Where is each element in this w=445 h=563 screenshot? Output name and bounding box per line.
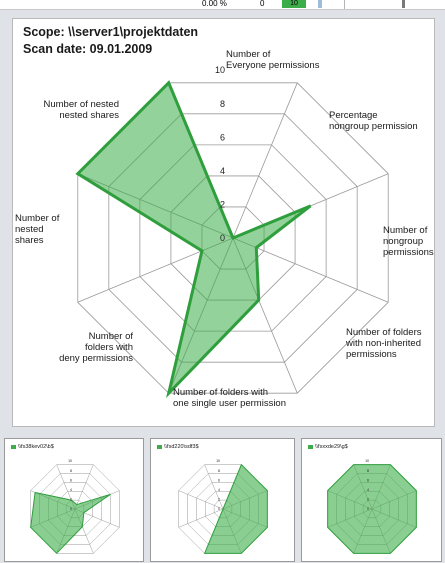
- axis-category-label: Number of nested shares: [15, 213, 60, 246]
- axis-category-label: Number of folders with non-inherited per…: [346, 327, 422, 360]
- tick-label: 6: [218, 478, 220, 482]
- tick-label: 0: [367, 507, 369, 511]
- tick-label: 10: [365, 459, 369, 463]
- tick-label: 6: [220, 132, 225, 142]
- scan-date-label: Scan date: 09.01.2009: [23, 42, 153, 56]
- tick-label: 6: [70, 478, 72, 482]
- tick-label: 0: [218, 507, 220, 511]
- mini-chart-1-title: \\fs38kev02\b$: [11, 444, 54, 450]
- tick-label: 8: [70, 469, 72, 473]
- main-radar-svg: 0 2 4 6 8 10: [75, 65, 389, 399]
- mini-chart-3-title: \\fsxxde29\g$: [308, 444, 348, 450]
- mini-radar-svg-1: 0 2 4 6 8 10: [30, 459, 120, 555]
- spoke-line: [178, 508, 224, 528]
- spoke-line: [232, 237, 389, 303]
- tick-label: 6: [367, 478, 369, 482]
- series-area: [75, 80, 312, 399]
- mini-chart-2[interactable]: \\fsd220\sdf3$ 0 2 4 6 8 10: [150, 438, 295, 562]
- axis-category-label: Percentage nongroup permission: [329, 110, 418, 132]
- tick-label: 10: [215, 65, 225, 75]
- tick-label: 2: [70, 498, 72, 502]
- tick-label: 4: [220, 166, 225, 176]
- tick-label: 4: [218, 488, 220, 492]
- series-area: [203, 463, 268, 554]
- spoke-line: [74, 464, 94, 510]
- tick-label: 8: [367, 469, 369, 473]
- tick-label: 0: [70, 507, 72, 511]
- legend-swatch: [11, 444, 16, 449]
- tick-label: 4: [70, 488, 72, 492]
- spoke-line: [204, 464, 224, 510]
- tick-label: 2: [220, 200, 225, 210]
- tick-label: 8: [218, 469, 220, 473]
- tick-label: 4: [367, 488, 369, 492]
- tick-label: 8: [220, 99, 225, 109]
- tick-label: 2: [218, 498, 220, 502]
- gray-cell: [402, 0, 405, 8]
- scope-label: Scope: \\server1\projektdaten: [23, 25, 199, 39]
- value-cell: 10: [282, 0, 306, 8]
- mini-radar-svg-2: 0 2 4 6 8 10: [178, 459, 268, 554]
- series-area: [30, 491, 111, 555]
- tick-label: 0: [220, 233, 225, 243]
- mini-chart-1-title-text: \\fs38kev02\b$: [18, 444, 54, 450]
- mini-chart-1[interactable]: \\fs38kev02\b$ 0 2 4 6 8 10: [4, 438, 144, 562]
- spreadsheet-top-strip: 0.00 % 0 10: [0, 0, 445, 10]
- mini-chart-2-title-text: \\fsd220\sdf3$: [164, 444, 199, 450]
- axis-category-label: Number of nested nested shares: [43, 99, 119, 121]
- spoke-line: [232, 82, 298, 239]
- main-radar-chart[interactable]: Scope: \\server1\projektdaten Scan date:…: [12, 18, 435, 427]
- blue-cell: [318, 0, 322, 8]
- tick-label: 10: [216, 459, 220, 463]
- axis-category-label: Number of folders with one single user p…: [173, 387, 287, 409]
- legend-swatch: [157, 444, 162, 449]
- mini-chart-3-title-text: \\fsxxde29\g$: [315, 444, 348, 450]
- cell-divider: [344, 0, 345, 9]
- axis-category-label: Number of nongroup permissions: [383, 225, 434, 258]
- series-area: [327, 464, 417, 554]
- zero-cell: 0: [260, 0, 265, 8]
- tick-label: 10: [68, 459, 72, 463]
- mini-chart-3[interactable]: \\fsxxde29\g$ 0 2 4 6 8 10: [301, 438, 442, 562]
- mini-radar-svg-3: 0 2 4 6 8 10: [327, 459, 417, 554]
- percent-cell: 0.00 %: [202, 0, 227, 8]
- mini-chart-2-title: \\fsd220\sdf3$: [157, 444, 199, 450]
- axis-category-label: Number of folders with deny permissions: [59, 331, 133, 364]
- axis-category-label: Number of Everyone permissions: [226, 49, 320, 71]
- legend-swatch: [308, 444, 313, 449]
- tick-label: 2: [367, 498, 369, 502]
- spoke-line: [178, 490, 224, 510]
